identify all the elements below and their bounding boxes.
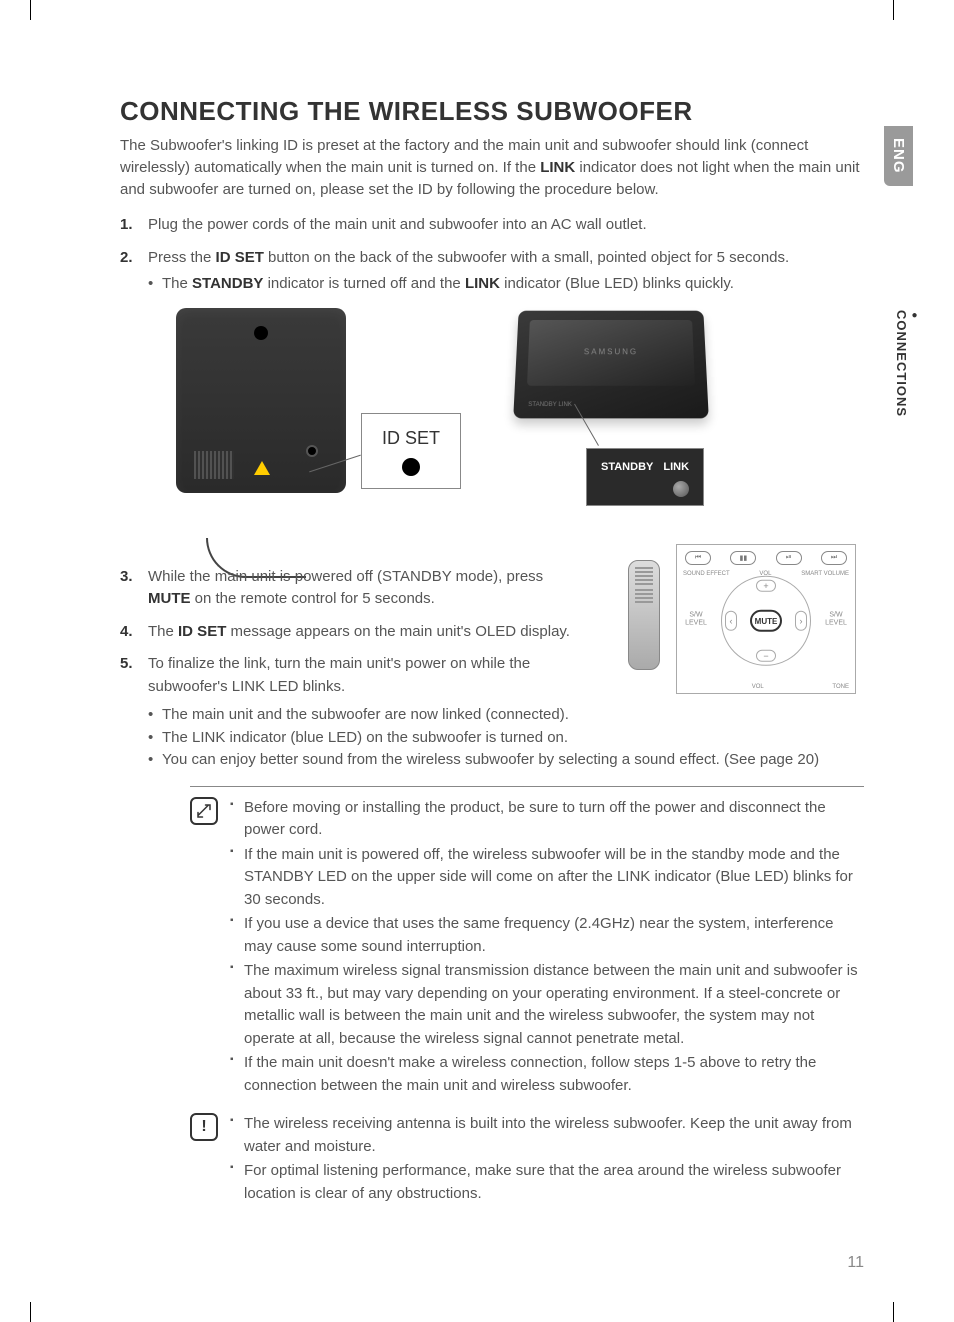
- link-label: LINK: [663, 459, 689, 476]
- step-2-pre: Press the: [148, 249, 216, 266]
- step-2-sub: The STANDBY indicator is turned off and …: [148, 273, 864, 296]
- subwoofer-figure: ID SET: [176, 308, 476, 548]
- step-5-sub2: The LINK indicator (blue LED) on the sub…: [148, 727, 864, 750]
- subwoofer-idset-button: [306, 445, 318, 457]
- note-item: The wireless receiving antenna is built …: [230, 1113, 864, 1158]
- step-2-bold: ID SET: [216, 249, 264, 266]
- note-icon: [190, 797, 218, 825]
- s2sub-mid: indicator is turned off and the: [263, 275, 465, 292]
- step-5-sub3: You can enjoy better sound from the wire…: [148, 749, 864, 772]
- s3-pre: While the main unit is powered off (STAN…: [148, 568, 543, 585]
- intro-paragraph: The Subwoofer's linking ID is preset at …: [120, 135, 864, 200]
- prev-button-icon: ⏮: [685, 551, 711, 565]
- notes-list-a: Before moving or installing the product,…: [230, 797, 864, 1100]
- s4-post: message appears on the main unit's OLED …: [226, 623, 570, 640]
- idset-callout: ID SET: [361, 413, 461, 489]
- tone-label: TONE: [832, 684, 849, 690]
- standby-link-callout: STANDBY LINK: [586, 448, 704, 507]
- bot-vol-label: VOL: [752, 684, 764, 690]
- front-indicators: STANDBY LINK: [528, 401, 572, 410]
- right-icon: ›: [795, 611, 807, 631]
- s3-b: MUTE: [148, 590, 191, 607]
- page-title: CONNECTING THE WIRELESS SUBWOOFER: [120, 96, 864, 127]
- note-block-tips: Before moving or installing the product,…: [190, 797, 864, 1100]
- step-3: While the main unit is powered off (STAN…: [120, 566, 580, 611]
- page-number: 11: [847, 1254, 864, 1272]
- idset-button-icon: [402, 458, 420, 476]
- subwoofer-port: [254, 326, 268, 340]
- sw-level-right-label: S/W LEVEL: [821, 611, 851, 626]
- brand-label: SAMSUNG: [584, 346, 638, 358]
- lang-tab: ENG: [884, 126, 913, 186]
- note-item: If the main unit doesn't make a wireless…: [230, 1052, 864, 1097]
- divider: [190, 786, 864, 787]
- caution-icon: !: [190, 1113, 218, 1141]
- note-item: The maximum wireless signal transmission…: [230, 960, 864, 1050]
- s4-b: ID SET: [178, 623, 226, 640]
- notes-list-b: The wireless receiving antenna is built …: [230, 1113, 864, 1207]
- vol-up-icon: +: [756, 580, 776, 592]
- step-5-sub1: The main unit and the subwoofer are now …: [148, 704, 864, 727]
- mainunit-body: SAMSUNG STANDBY LINK: [513, 310, 709, 418]
- remote-figure: ⏮ ▮▮ ⏯ ⏭ SOUND EFFECT VOL SMART VOLUME S…: [628, 544, 868, 694]
- s2sub-post: indicator (Blue LED) blinks quickly.: [500, 275, 734, 292]
- remote-detail: ⏮ ▮▮ ⏯ ⏭ SOUND EFFECT VOL SMART VOLUME S…: [676, 544, 856, 694]
- remote-mini-icon: [628, 560, 660, 670]
- warning-icon: [254, 461, 270, 475]
- step-4: The ID SET message appears on the main u…: [120, 621, 580, 644]
- mainunit-figure: SAMSUNG STANDBY LINK STANDBY LINK: [516, 308, 746, 548]
- note-block-caution: ! The wireless receiving antenna is buil…: [190, 1113, 864, 1207]
- note-item: If you use a device that uses the same f…: [230, 913, 864, 958]
- remote-dpad: + − ‹ › MUTE: [721, 576, 811, 666]
- play-button-icon: ⏯: [776, 551, 802, 565]
- next-button-icon: ⏭: [821, 551, 847, 565]
- mute-button: MUTE: [750, 610, 782, 632]
- idset-label: ID SET: [382, 425, 440, 452]
- s2sub-b2: LINK: [465, 275, 500, 292]
- s3-post: on the remote control for 5 seconds.: [191, 590, 435, 607]
- vol-down-icon: −: [756, 650, 776, 662]
- note-item: Before moving or installing the product,…: [230, 797, 864, 842]
- note-item: For optimal listening performance, make …: [230, 1160, 864, 1205]
- step-2-mid: button on the back of the subwoofer with…: [264, 249, 789, 266]
- standby-label: STANDBY: [601, 459, 653, 476]
- pause-button-icon: ▮▮: [730, 551, 756, 565]
- subwoofer-panel: [194, 451, 234, 479]
- link-led-icon: [673, 481, 689, 497]
- step-2: Press the ID SET button on the back of t…: [120, 247, 864, 548]
- s2sub-b1: STANDBY: [192, 275, 263, 292]
- side-tabs: ENG CONNECTIONS: [884, 126, 934, 421]
- step-1: Plug the power cords of the main unit an…: [120, 214, 864, 237]
- figure-row: ID SET SAMSUNG STANDBY LINK ST: [176, 308, 864, 548]
- left-icon: ‹: [725, 611, 737, 631]
- s2sub-pre: The: [162, 275, 192, 292]
- page-content: ENG CONNECTIONS CONNECTING THE WIRELESS …: [120, 96, 864, 1262]
- section-tab: CONNECTIONS: [884, 306, 930, 421]
- note-item: If the main unit is powered off, the wir…: [230, 844, 864, 912]
- sw-level-left-label: S/W LEVEL: [681, 611, 711, 626]
- subwoofer-body: [176, 308, 346, 493]
- intro-bold: LINK: [540, 159, 575, 176]
- step-1-text: Plug the power cords of the main unit an…: [148, 216, 647, 233]
- s5-text: To finalize the link, turn the main unit…: [148, 653, 588, 698]
- s4-pre: The: [148, 623, 178, 640]
